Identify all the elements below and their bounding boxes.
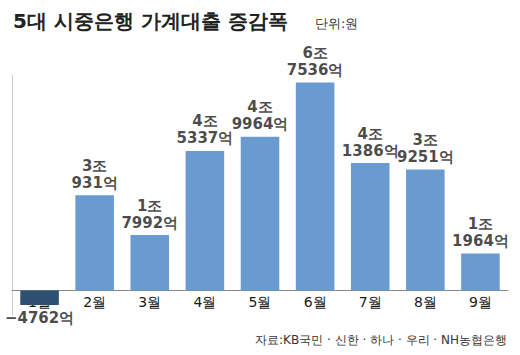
svg-text:−4762억: −4762억 <box>5 309 74 327</box>
svg-text:9251억: 9251억 <box>397 148 454 166</box>
svg-text:4월: 4월 <box>193 294 216 310</box>
svg-text:6조: 6조 <box>302 44 327 62</box>
svg-text:1964억: 1964억 <box>452 232 509 250</box>
svg-text:931억: 931억 <box>72 174 118 192</box>
svg-text:9월: 9월 <box>469 294 492 310</box>
svg-text:1조: 1조 <box>137 197 162 215</box>
svg-text:4조: 4조 <box>192 112 217 130</box>
svg-text:2월: 2월 <box>83 294 106 310</box>
svg-text:8월: 8월 <box>414 294 437 310</box>
svg-text:단위:원: 단위:원 <box>315 16 358 31</box>
svg-text:7992억: 7992억 <box>121 214 178 232</box>
svg-text:4조: 4조 <box>358 125 383 143</box>
svg-text:7536억: 7536억 <box>287 61 344 79</box>
svg-text:6월: 6월 <box>304 294 327 310</box>
svg-text:3월: 3월 <box>138 294 161 310</box>
svg-text:1386억: 1386억 <box>342 142 399 160</box>
svg-text:7월: 7월 <box>359 294 382 310</box>
svg-text:9964억: 9964억 <box>232 115 289 133</box>
svg-text:3조: 3조 <box>82 157 107 175</box>
svg-text:4조: 4조 <box>247 98 272 116</box>
svg-text:5월: 5월 <box>249 294 272 310</box>
svg-text:1조: 1조 <box>468 215 493 233</box>
svg-text:자료:KB국민 · 신한 · 하나 · 우리 · NH농협은: 자료:KB국민 · 신한 · 하나 · 우리 · NH농협은행 <box>255 333 507 347</box>
svg-text:5337억: 5337억 <box>177 129 234 147</box>
svg-text:3조: 3조 <box>413 131 438 149</box>
svg-text:5대 시중은행 가계대출 증감폭: 5대 시중은행 가계대출 증감폭 <box>13 9 288 33</box>
